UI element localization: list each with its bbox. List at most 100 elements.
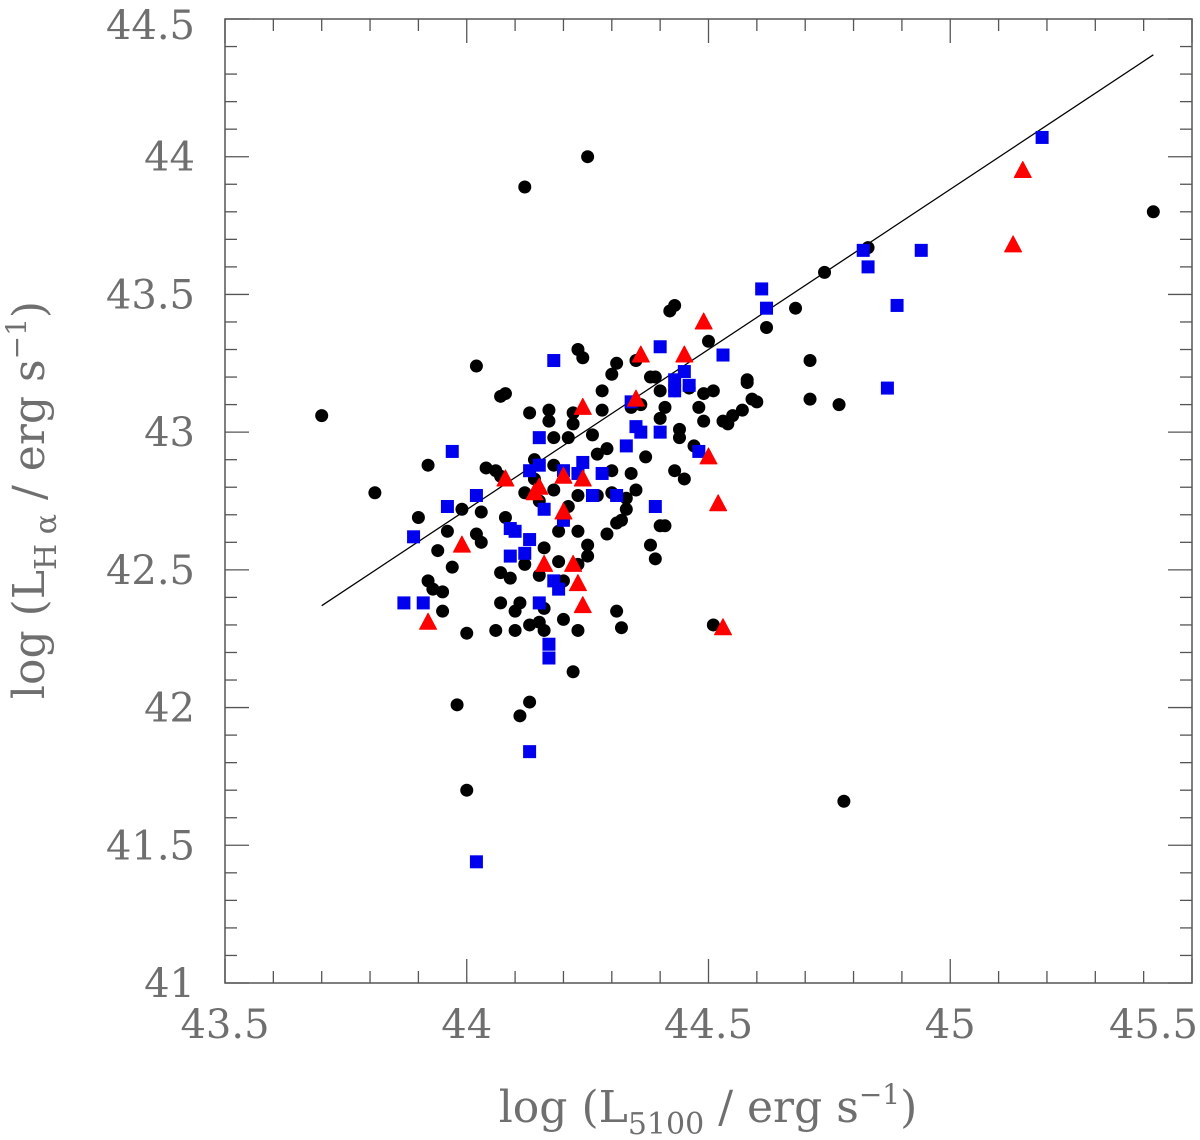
blue-square-point: [890, 298, 904, 312]
black-circle-point: [590, 447, 604, 461]
black-circle-point: [431, 544, 445, 558]
black-circle-point: [469, 527, 483, 541]
red-triangle-point: [554, 502, 573, 520]
black-circle-point: [832, 398, 846, 412]
black-circle-point: [455, 502, 469, 516]
black-circle-point: [532, 568, 546, 582]
red-triangle-point: [535, 554, 554, 572]
black-circle-point: [643, 538, 657, 552]
blue-square-point: [469, 488, 483, 502]
plot-frame: [224, 18, 1193, 984]
y-axis-title-suffix: / erg s: [4, 359, 55, 514]
blue-square-point: [755, 282, 769, 296]
black-circle-point: [735, 403, 749, 417]
black-circle-point: [474, 505, 488, 519]
red-triangle-point: [554, 466, 573, 484]
blue-square-point: [445, 444, 459, 458]
black-circle-point: [837, 794, 851, 808]
blue-square-point: [716, 348, 730, 362]
blue-square-point: [547, 354, 561, 368]
blue-square-point: [532, 596, 546, 610]
y-axis-title-sub: H α: [29, 514, 64, 570]
black-circle-point: [440, 524, 454, 538]
blue-square-point: [880, 381, 894, 395]
black-circle-point: [566, 417, 580, 431]
black-circle-point: [653, 411, 667, 425]
red-triangle-point: [626, 389, 645, 407]
black-circle-point: [658, 519, 672, 533]
red-triangle-point: [1004, 235, 1023, 253]
red-triangle-point: [631, 345, 650, 363]
red-triangle-point: [496, 469, 515, 487]
blue-square-point: [648, 500, 662, 514]
x-axis-title-prefix: log (L: [499, 1082, 628, 1133]
red-triangle-point: [699, 447, 718, 465]
black-circle-point: [571, 488, 585, 502]
blue-square-point: [532, 431, 546, 445]
black-circle-point: [436, 604, 450, 618]
black-circle-point: [706, 618, 720, 632]
blue-square-point: [397, 596, 411, 610]
blue-square-point: [508, 524, 522, 538]
red-triangle-point: [530, 477, 549, 495]
black-circle-point: [556, 612, 570, 626]
blue-square-point: [760, 301, 774, 315]
black-circle-point: [595, 384, 609, 398]
black-circle-point: [469, 359, 483, 373]
y-tick-label: 44.5: [106, 3, 195, 49]
y-tick-label: 43.5: [106, 272, 195, 318]
black-circle-point: [750, 395, 764, 409]
black-circle-point: [614, 513, 628, 527]
black-circle-point: [498, 511, 512, 525]
black-circle-point: [610, 604, 624, 618]
black-circle-point: [542, 403, 556, 417]
black-circle-point: [571, 524, 585, 538]
red-triangle-point: [452, 535, 471, 553]
black-circle-point: [629, 483, 643, 497]
black-circle-point: [595, 403, 609, 417]
black-circle-point: [803, 354, 817, 368]
blue-square-point: [523, 533, 537, 547]
black-circle-point: [818, 265, 832, 279]
black-circle-point: [726, 409, 740, 423]
minor-ticks: [225, 19, 1192, 983]
black-circle-point: [421, 574, 435, 588]
black-circle-point: [614, 621, 628, 635]
black-circle-point: [605, 367, 619, 381]
y-tick-labels: 41 41.5 42 42.5 43 43.5 44 44.5: [106, 3, 195, 1007]
black-circle-point: [600, 527, 614, 541]
black-circle-point: [460, 783, 474, 797]
black-circle-point: [460, 626, 474, 640]
black-circle-point: [600, 442, 614, 456]
black-circle-point: [450, 698, 464, 712]
blue-square-point: [552, 582, 566, 596]
black-circle-point: [494, 596, 508, 610]
blue-square-point: [634, 425, 648, 439]
blue-square-point: [523, 745, 537, 759]
black-circle-point: [513, 596, 527, 610]
x-axis-title-sub: 5100: [628, 1107, 704, 1140]
data-points: [315, 130, 1160, 869]
red-triangle-point: [419, 612, 438, 630]
blue-square-point: [682, 378, 696, 392]
red-triangle-point: [573, 596, 592, 614]
blue-square-point: [653, 340, 667, 354]
y-axis-title-prefix: log (L: [4, 570, 55, 699]
black-circle-point: [702, 334, 715, 348]
x-axis-title-suffix: / erg s: [704, 1082, 859, 1133]
red-triangle-point: [573, 469, 592, 487]
red-triangle-point: [694, 312, 713, 330]
x-tick-labels: 43.5 44 44.5 45 45.5: [180, 1002, 1198, 1048]
x-tick-label: 45: [925, 1002, 976, 1048]
blue-square-point: [585, 488, 599, 502]
blue-square-point: [914, 243, 928, 257]
black-circle-point: [658, 400, 672, 414]
black-circle-point: [692, 400, 706, 414]
black-circle-point: [576, 351, 590, 365]
red-triangle-point: [564, 554, 583, 572]
black-circle-point: [610, 356, 624, 370]
blue-square-point: [576, 455, 590, 469]
black-circle-point: [552, 555, 566, 569]
black-circle-point: [537, 623, 551, 637]
